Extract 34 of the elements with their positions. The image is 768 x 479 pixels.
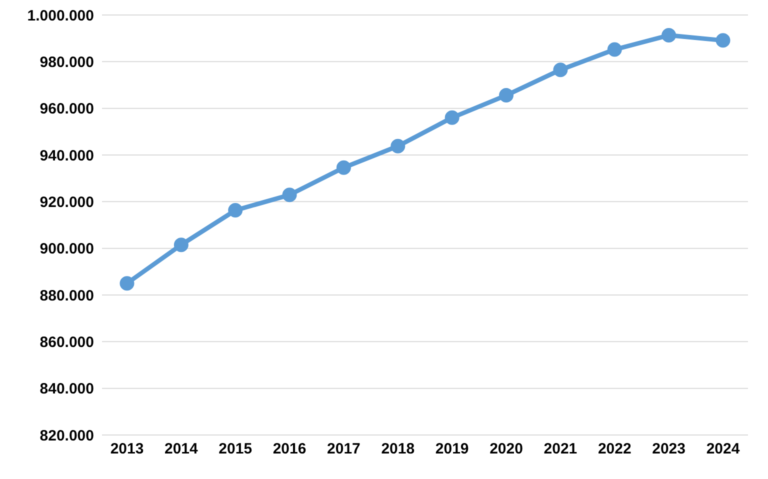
x-tick-label: 2020 [490, 440, 523, 458]
y-tick-label: 980.000 [40, 54, 94, 71]
x-tick-label: 2017 [327, 440, 360, 458]
y-tick-label: 900.000 [40, 240, 94, 258]
y-tick-label: 1.000.000 [27, 7, 94, 24]
point [228, 203, 243, 218]
x-tick-label: 2023 [652, 440, 686, 458]
point [499, 88, 514, 103]
y-tick-label: 920.000 [40, 194, 94, 211]
x-tick-label: 2014 [164, 440, 199, 458]
point [607, 42, 622, 57]
x-tick-label: 2019 [435, 440, 469, 458]
x-tick-label: 2022 [598, 440, 632, 458]
y-tick-label: 820.000 [40, 427, 94, 444]
x-tick-label: 2021 [544, 440, 578, 458]
point [282, 188, 297, 202]
x-tick-label: 2016 [272, 440, 306, 458]
y-tick-label: 840.000 [40, 380, 94, 398]
y-tick-label: 880.000 [40, 287, 94, 304]
x-tick-label: 2024 [706, 440, 740, 458]
x-tick-label: 2018 [381, 440, 415, 458]
point [120, 276, 134, 291]
point [390, 138, 406, 154]
point [174, 238, 188, 252]
point [662, 28, 676, 43]
point [716, 33, 730, 48]
x-tick-label: 2013 [110, 440, 144, 458]
x-tick-label: 2015 [218, 440, 252, 458]
y-tick-label: 940.000 [40, 147, 94, 164]
y-tick-label: 960.000 [40, 100, 94, 118]
point [444, 110, 460, 125]
point [553, 62, 568, 78]
point [336, 160, 351, 175]
y-tick-label: 860.000 [40, 334, 94, 351]
